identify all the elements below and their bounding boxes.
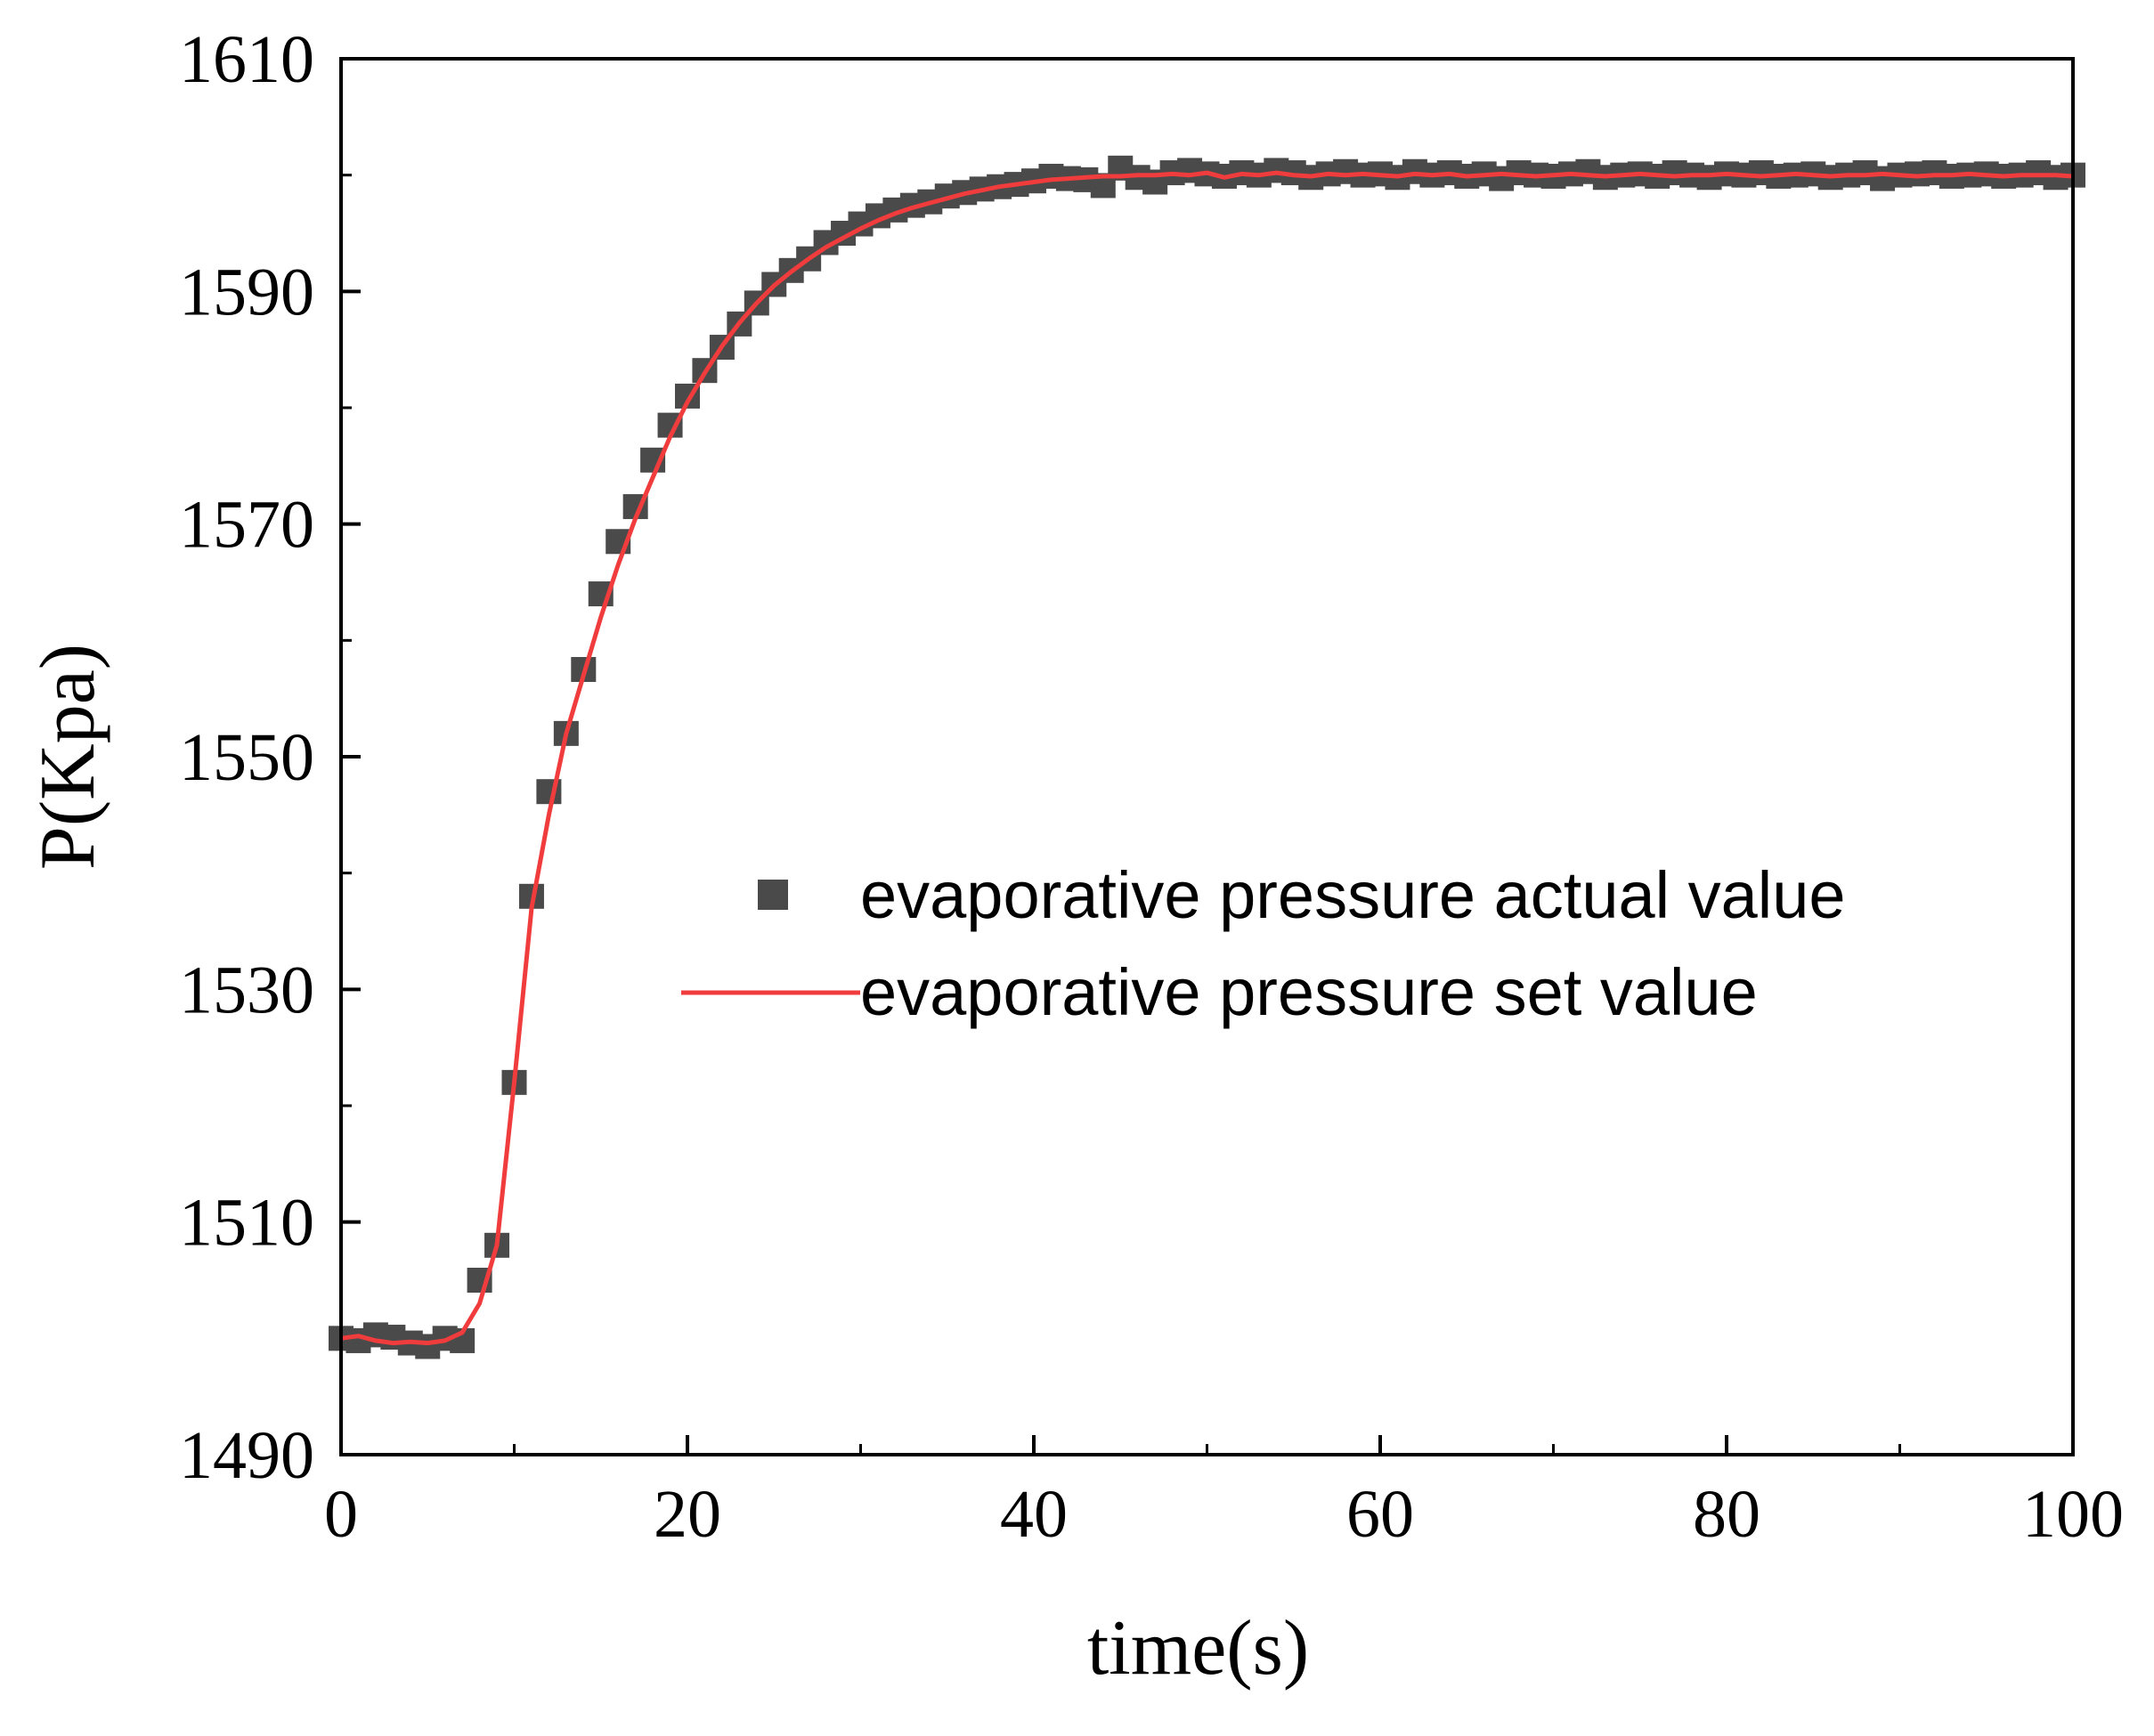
- y-tick-label: 1510: [179, 1186, 314, 1261]
- y-tick-label: 1610: [179, 22, 314, 97]
- line-series: [340, 170, 2074, 1346]
- y-axis-ticks: 1490 1510 1530 1550 1570 1590 1610: [179, 22, 361, 1493]
- x-axis-ticks: 0 20 40 60 80 100: [324, 1435, 2124, 1552]
- legend: evaporative pressure actual value evapor…: [681, 858, 1846, 1029]
- x-tick-label: 40: [1000, 1477, 1068, 1552]
- y-axis-title: P(Kpa): [25, 644, 111, 870]
- y-tick-label: 1530: [179, 953, 314, 1027]
- scatter-series: [329, 155, 2085, 1359]
- x-tick-label: 0: [324, 1477, 358, 1552]
- set-value-line: [340, 170, 2074, 1346]
- legend-label-set: evaporative pressure set value: [860, 955, 1758, 1029]
- x-tick-label: 100: [2022, 1477, 2124, 1552]
- x-tick-label: 20: [654, 1477, 721, 1552]
- x-tick-label: 60: [1346, 1477, 1414, 1552]
- plot-frame: [339, 57, 2075, 1456]
- legend-marker-square: [758, 880, 788, 910]
- y-tick-label: 1590: [179, 255, 314, 329]
- y-tick-label: 1550: [179, 720, 314, 795]
- y-tick-label: 1490: [179, 1418, 314, 1493]
- legend-label-actual: evaporative pressure actual value: [860, 858, 1846, 932]
- x-tick-label: 80: [1693, 1477, 1760, 1552]
- x-axis-title: time(s): [1087, 1605, 1309, 1691]
- y-tick-label: 1570: [179, 488, 314, 563]
